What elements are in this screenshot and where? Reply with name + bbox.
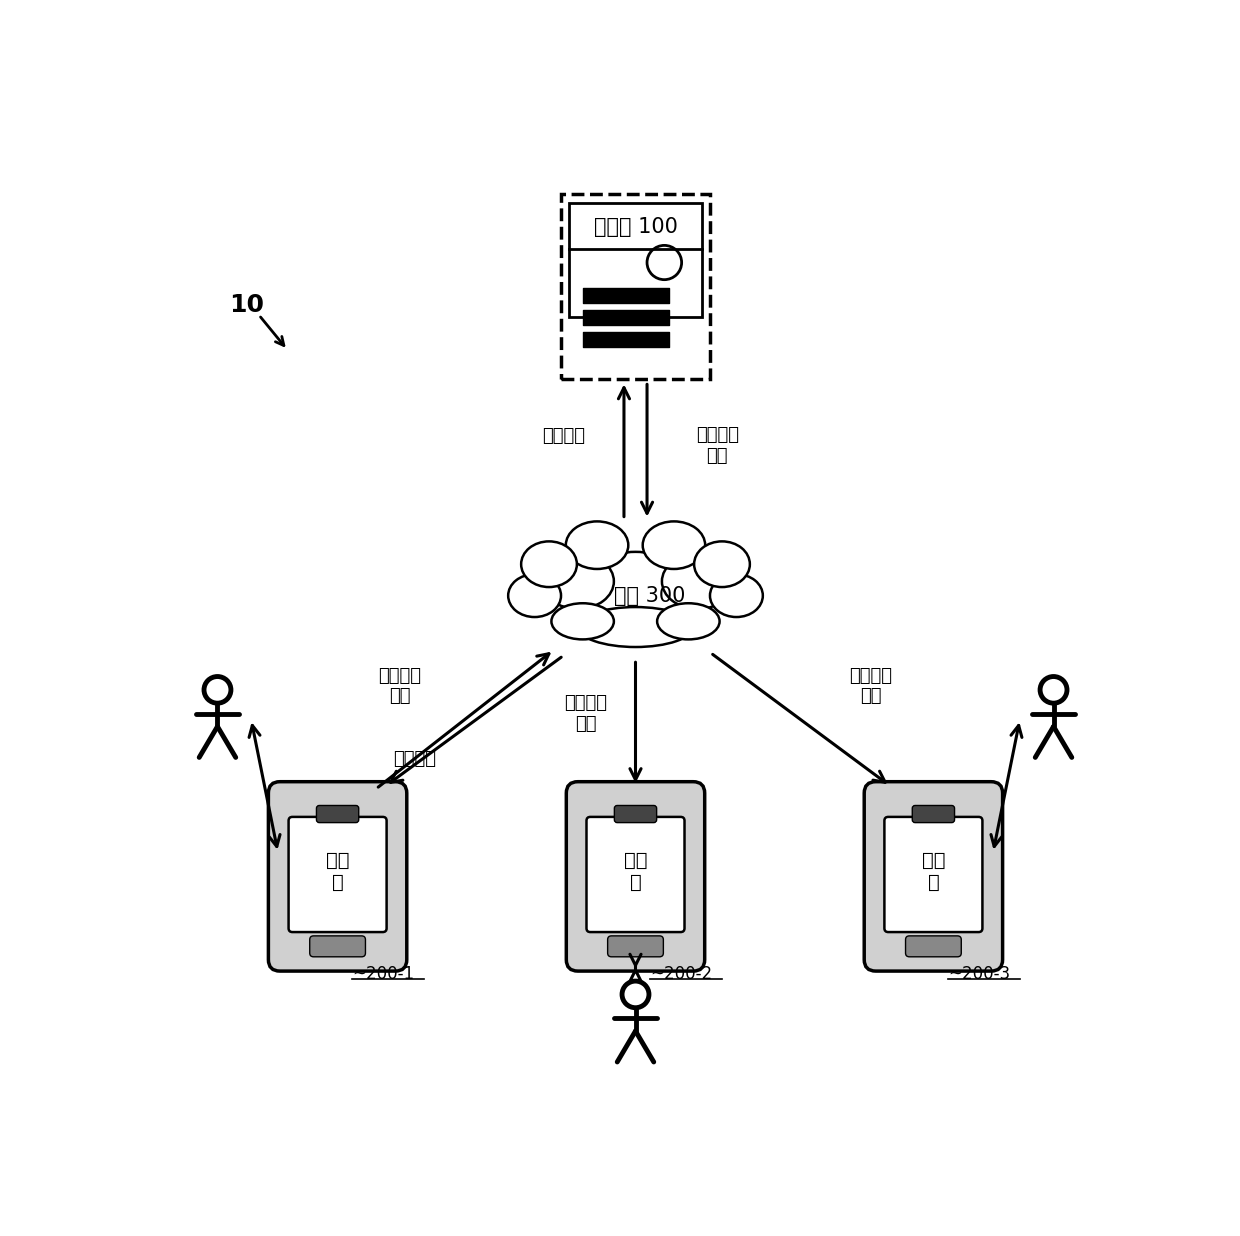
Text: 头部装饰
图像: 头部装饰 图像: [378, 666, 422, 706]
Ellipse shape: [565, 522, 629, 569]
Text: ~200-1: ~200-1: [352, 965, 414, 984]
FancyBboxPatch shape: [608, 936, 663, 957]
Ellipse shape: [552, 603, 614, 639]
Text: 头部图像: 头部图像: [542, 428, 585, 445]
Ellipse shape: [578, 607, 693, 646]
FancyBboxPatch shape: [268, 781, 407, 971]
FancyBboxPatch shape: [560, 194, 711, 379]
Text: 头部装饰
图像: 头部装饰 图像: [849, 666, 893, 706]
Text: 客户
端: 客户 端: [921, 852, 945, 892]
Text: 客户
端: 客户 端: [624, 852, 647, 892]
FancyBboxPatch shape: [913, 806, 955, 823]
Ellipse shape: [642, 522, 706, 569]
Text: ~200-3: ~200-3: [947, 965, 1009, 984]
Ellipse shape: [711, 575, 763, 617]
FancyBboxPatch shape: [289, 817, 387, 932]
FancyBboxPatch shape: [587, 817, 684, 932]
Ellipse shape: [542, 554, 614, 609]
Ellipse shape: [588, 551, 683, 620]
FancyBboxPatch shape: [316, 806, 358, 823]
Text: 头部装饰
图像: 头部装饰 图像: [564, 693, 608, 733]
Ellipse shape: [662, 554, 734, 609]
Text: 服务器 100: 服务器 100: [594, 216, 677, 237]
Text: 网络 300: 网络 300: [614, 586, 686, 606]
FancyBboxPatch shape: [905, 936, 961, 957]
FancyBboxPatch shape: [310, 936, 366, 957]
FancyBboxPatch shape: [884, 817, 982, 932]
Text: 客户
端: 客户 端: [326, 852, 350, 892]
FancyBboxPatch shape: [864, 781, 1003, 971]
Ellipse shape: [694, 541, 750, 587]
FancyBboxPatch shape: [614, 806, 657, 823]
FancyBboxPatch shape: [567, 781, 704, 971]
Text: ~200-2: ~200-2: [650, 965, 712, 984]
Text: 10: 10: [229, 293, 264, 318]
FancyBboxPatch shape: [569, 203, 702, 318]
Text: 头部图像: 头部图像: [393, 750, 436, 769]
Ellipse shape: [521, 541, 577, 587]
Ellipse shape: [508, 575, 560, 617]
Ellipse shape: [657, 603, 719, 639]
Text: 头部装饰
图像: 头部装饰 图像: [696, 426, 739, 465]
